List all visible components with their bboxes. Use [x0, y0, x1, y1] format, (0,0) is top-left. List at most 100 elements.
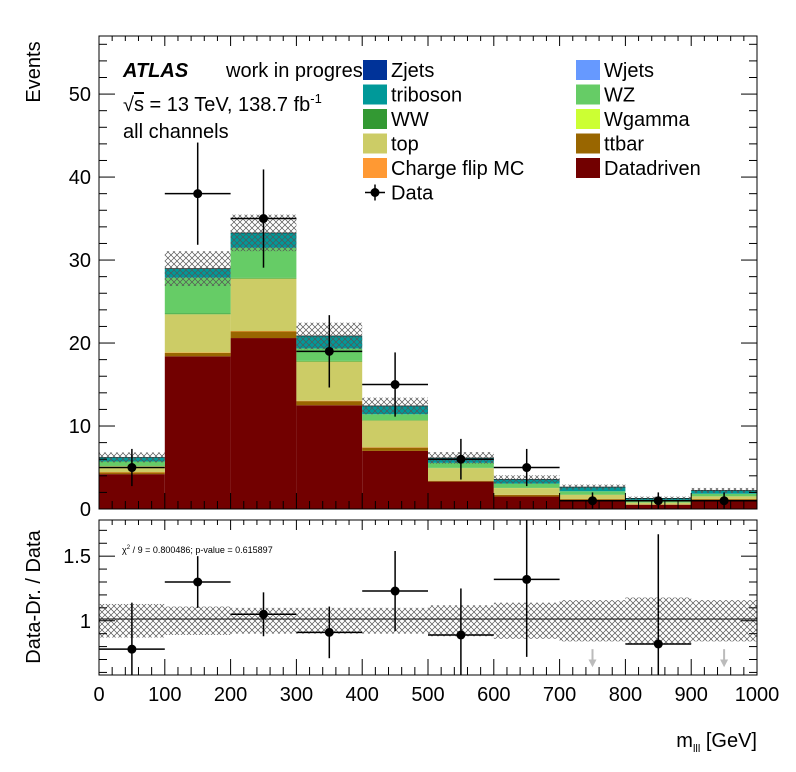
bottom-x-axis: 0 100 200 300 400 500 600 700 800 900 1000: [93, 520, 779, 706]
energy-label: √s = 13 TeV, 138.7 fb-1: [123, 91, 322, 116]
ratio-point-4: [390, 586, 400, 596]
data-point-6: [522, 463, 532, 473]
bar-datadriven-bin-6: [493, 496, 560, 509]
legend-data-marker: [370, 188, 380, 197]
bar-wz-bin-4: [362, 414, 428, 421]
xtick-label-900: 900: [675, 684, 708, 706]
xtick-label-1000: 1000: [735, 684, 780, 706]
x-axis-label: mlll [GeV]: [676, 730, 757, 755]
legend-swatch-triboson: [363, 84, 387, 105]
offscale-arrow-head-1: [720, 659, 729, 668]
data-points: [99, 142, 757, 509]
bar-ttbar-bin-5: [428, 480, 494, 482]
legend-label-datadriven: Datadriven: [604, 158, 701, 180]
ratio-point-6: [522, 574, 532, 584]
offscale-arrow-head-0: [588, 659, 597, 668]
bar-ww-bin-1: [164, 313, 231, 315]
bottom-y-axis-label: Data-Dr. / Data: [23, 529, 45, 663]
ratio-point-1: [193, 577, 203, 587]
xtick-label-0: 0: [93, 684, 104, 706]
unc-band-bin-9: [691, 487, 757, 493]
data-point-3: [324, 346, 334, 356]
top-ytick-label-30: 30: [69, 250, 91, 272]
legend-swatch-ttbar: [576, 133, 600, 154]
xtick-label-800: 800: [609, 684, 642, 706]
xtick-label-200: 200: [214, 684, 247, 706]
bar-top-bin-1: [164, 314, 231, 353]
legend-label-triboson: triboson: [391, 85, 462, 107]
status-label: work in progress: [225, 60, 373, 82]
bar-datadriven-bin-1: [164, 356, 231, 509]
legend-swatch-charge-flip-mc: [363, 158, 387, 178]
data-point-7: [588, 496, 597, 506]
data-point-8: [653, 496, 663, 506]
legend-swatch-zjets: [363, 60, 387, 80]
data-point-4: [390, 380, 400, 390]
legend-label-charge-flip-mc: Charge flip MC: [391, 158, 524, 180]
data-point-0: [127, 463, 137, 473]
x-axis-label-sub: lll: [693, 743, 700, 755]
legend-label-ww: WW: [391, 109, 429, 131]
bottom-y-axis: 11.5: [63, 529, 757, 673]
bar-ttbar-bin-4: [362, 447, 428, 451]
legend-label-ttbar: ttbar: [604, 134, 644, 156]
bar-ww-bin-2: [230, 277, 297, 279]
top-ytick-label-10: 10: [69, 416, 91, 438]
top-y-axis-label: Events: [23, 41, 45, 102]
bot-ytick-label-1: 1.5: [63, 546, 91, 568]
bar-datadriven-bin-4: [362, 450, 428, 509]
bar-ttbar-bin-3: [296, 401, 363, 406]
ratio-band-bin-7: [559, 600, 626, 642]
legend-label-top: top: [391, 134, 419, 156]
legend-swatch-wjets: [576, 60, 600, 80]
chi2-superscript: 2: [127, 545, 131, 551]
legend-swatch-wgamma: [576, 109, 600, 129]
chi2-symbol: χ: [122, 545, 127, 555]
legend-label-wjets: Wjets: [604, 60, 654, 82]
legend-swatch-datadriven: [576, 158, 600, 178]
top-y-axis: 0 10 20 30 40 50: [69, 43, 757, 521]
atlas-label: ATLAS: [122, 60, 189, 82]
legend-swatch-wz: [576, 84, 600, 105]
chi2-annotation: χ2 / 9 = 0.800486; p-value = 0.615897: [122, 545, 273, 555]
xtick-label-300: 300: [280, 684, 313, 706]
bar-datadriven-bin-5: [428, 481, 494, 509]
chi2-text: / 9 = 0.800486; p-value = 0.615897: [130, 545, 273, 555]
energy-variable: s: [134, 94, 144, 116]
ratio-point-7: [653, 639, 663, 649]
legend-swatch-ww: [363, 109, 387, 129]
channel-label: all channels: [123, 121, 229, 143]
xtick-label-400: 400: [346, 684, 379, 706]
legend-swatch-top: [363, 133, 387, 154]
bar-ttbar-bin-1: [164, 352, 231, 357]
ratio-point-2: [259, 609, 268, 619]
xtick-label-500: 500: [411, 684, 444, 706]
top-ytick-label-0: 0: [80, 499, 91, 521]
sqrt-sign: √: [123, 94, 134, 116]
legend-label-wgamma: Wgamma: [604, 109, 690, 131]
bar-top-bin-4: [362, 420, 428, 448]
top-ytick-label-50: 50: [69, 84, 91, 106]
top-ytick-label-20: 20: [69, 333, 91, 355]
bar-datadriven-bin-3: [296, 405, 363, 509]
ratio-point-5: [456, 630, 466, 640]
data-point-1: [193, 189, 203, 199]
bar-top-bin-2: [230, 278, 297, 332]
xtick-label-700: 700: [543, 684, 576, 706]
top-ytick-label-40: 40: [69, 167, 91, 189]
unc-band-bin-1: [164, 251, 231, 287]
bar-datadriven-bin-2: [230, 338, 297, 509]
legend-label-wz: WZ: [604, 85, 635, 107]
top-x-ticks: [98, 36, 758, 509]
data-point-2: [259, 214, 268, 224]
ratio-point-0: [127, 644, 137, 654]
bar-top-bin-6: [493, 488, 560, 495]
data-point-9: [719, 496, 729, 506]
energy-text: = 13 TeV, 138.7 fb: [144, 94, 310, 116]
x-axis-label-main: m: [676, 730, 693, 752]
legend-label-data: Data: [391, 183, 434, 205]
bar-ttbar-bin-6: [493, 494, 560, 497]
xtick-label-600: 600: [477, 684, 510, 706]
